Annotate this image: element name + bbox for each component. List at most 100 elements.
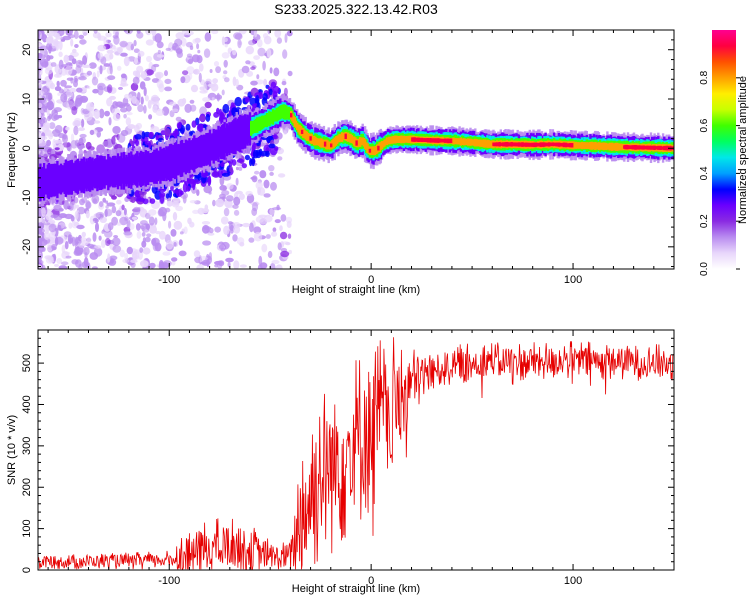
- heatmap-speckle-cell: [186, 185, 191, 192]
- heatmap-speckle-cell: [38, 42, 42, 47]
- heatmap-speckle-cell: [50, 62, 57, 67]
- heatmap-speckle-cell: [83, 247, 90, 256]
- heatmap-ridge-cell: [592, 142, 596, 149]
- heatmap-ridge-cell: [486, 139, 489, 148]
- heatmap-speckle-cell: [202, 240, 212, 246]
- heatmap-speckle-cell: [164, 86, 173, 92]
- heatmap-ridge-cell: [359, 137, 362, 147]
- heatmap-ridge-cell: [174, 142, 178, 179]
- heatmap-ridge-cell: [189, 140, 192, 170]
- heatmap-ridge-cell: [300, 129, 304, 134]
- heatmap-speckle-cell: [143, 86, 147, 97]
- heatmap-speckle-cell: [193, 250, 201, 258]
- heatmap-speckle-cell: [45, 36, 54, 44]
- heatmap-speckle-cell: [98, 235, 102, 241]
- heatmap-ridge-cell: [254, 118, 258, 133]
- heatmap-speckle-cell: [145, 30, 152, 36]
- heatmap-speckle-cell: [124, 93, 130, 100]
- heatmap-speckle-cell: [271, 259, 280, 265]
- heatmap-speckle-cell: [131, 95, 137, 104]
- heatmap-speckle-cell: [89, 252, 99, 260]
- heatmap-speckle-cell: [272, 207, 282, 211]
- heatmap-speckle-cell: [168, 220, 172, 229]
- heatmap-speckle-cell: [107, 253, 111, 263]
- heatmap-speckle-cell: [53, 139, 63, 144]
- heatmap-speckle-cell: [38, 216, 43, 223]
- heatmap-speckle-cell: [194, 37, 201, 44]
- heatmap-speckle-cell: [173, 242, 177, 247]
- heatmap-speckle-cell: [249, 158, 253, 167]
- heatmap-speckle-cell: [39, 136, 48, 140]
- heatmap-speckle-cell: [197, 49, 201, 54]
- heatmap-speckle-cell: [79, 133, 87, 138]
- heatmap-speckle-cell: [211, 30, 219, 35]
- heatmap-speckle-cell: [263, 179, 270, 189]
- heatmap-speckle-cell: [157, 209, 164, 217]
- colorbar-tick-label: 0.6: [699, 118, 710, 132]
- heatmap-speckle-cell: [107, 222, 114, 231]
- heatmap-speckle-cell: [131, 216, 138, 220]
- heatmap-speckle-cell: [46, 139, 51, 147]
- heatmap-ridge-cell: [666, 145, 670, 151]
- heatmap-speckle-cell: [223, 59, 228, 68]
- heatmap-speckle-cell: [74, 44, 79, 48]
- heatmap-speckle-cell: [56, 80, 60, 87]
- heatmap-speckle-cell: [201, 208, 210, 214]
- heatmap-speckle-cell: [137, 91, 141, 101]
- heatmap-speckle-cell: [148, 262, 156, 269]
- heatmap-speckle-cell: [257, 39, 263, 48]
- colorbar-gradient: [712, 30, 736, 269]
- heatmap-speckle-cell: [191, 120, 197, 128]
- heatmap-speckle-cell: [232, 234, 238, 242]
- colorbar-tick-label: 0.2: [699, 214, 710, 228]
- heatmap-ridge-cell: [330, 143, 333, 148]
- heatmap-speckle-cell: [122, 258, 130, 264]
- heatmap-speckle-cell: [61, 244, 66, 254]
- heatmap-speckle-cell: [237, 39, 242, 49]
- heatmap-ridge-cell: [147, 151, 150, 185]
- heatmap-speckle-cell: [60, 79, 67, 87]
- heatmap-speckle-cell: [196, 189, 200, 197]
- heatmap-speckle-cell: [209, 69, 213, 73]
- heatmap-speckle-cell: [180, 37, 187, 47]
- heatmap-speckle-cell: [99, 65, 103, 75]
- heatmap-speckle-cell: [208, 191, 212, 195]
- heatmap-speckle-cell: [226, 183, 234, 190]
- heatmap-speckle-cell: [38, 68, 41, 74]
- heatmap-speckle-cell: [279, 225, 283, 232]
- heatmap-ridge-cell: [143, 154, 146, 183]
- spectrogram-y-tick-label: 20: [21, 44, 33, 56]
- heatmap-speckle-cell: [127, 124, 136, 130]
- heatmap-speckle-cell: [111, 237, 121, 246]
- snr-y-tick-label: 400: [21, 395, 33, 413]
- heatmap-speckle-cell: [41, 61, 49, 68]
- heatmap-speckle-cell: [269, 146, 278, 156]
- heatmap-speckle-cell: [162, 251, 171, 256]
- heatmap-speckle-cell: [85, 200, 91, 210]
- spectrogram-x-tick-label: -100: [158, 274, 180, 286]
- heatmap-ridge-cell: [87, 157, 91, 192]
- snr-y-tick-label: 500: [21, 354, 33, 372]
- heatmap-speckle-cell: [93, 30, 98, 34]
- heatmap-speckle-cell: [88, 62, 97, 69]
- heatmap-ridge-cell: [372, 146, 375, 155]
- heatmap-speckle-cell: [226, 204, 235, 209]
- heatmap-speckle-cell: [175, 32, 185, 40]
- heatmap-speckle-cell: [111, 216, 118, 226]
- heatmap-speckle-cell: [141, 232, 146, 237]
- heatmap-speckle-cell: [215, 198, 225, 208]
- heatmap-speckle-cell: [255, 181, 263, 190]
- heatmap-speckle-cell: [92, 232, 97, 242]
- heatmap-speckle-cell: [78, 34, 85, 40]
- heatmap-ridge-cell: [349, 133, 352, 143]
- heatmap-speckle-cell: [277, 156, 283, 161]
- heatmap-ridge-cell: [434, 138, 437, 143]
- heatmap-ridge-cell: [497, 142, 500, 146]
- spectrogram-heatmap: [38, 30, 674, 269]
- heatmap-speckle-cell: [140, 260, 149, 268]
- heatmap-ridge-cell: [79, 160, 82, 191]
- heatmap-speckle-cell: [60, 38, 66, 42]
- heatmap-speckle-cell: [108, 117, 112, 126]
- heatmap-speckle-cell: [274, 30, 282, 38]
- heatmap-ridge-cell: [561, 143, 564, 147]
